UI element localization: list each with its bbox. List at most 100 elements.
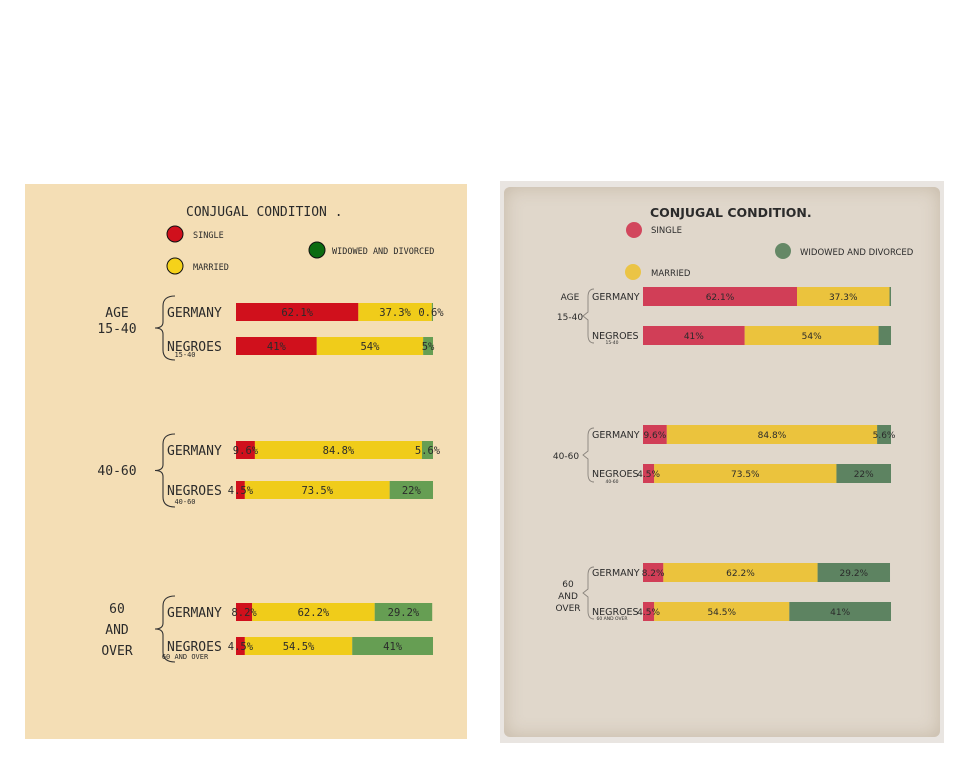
group-label-line: OVER bbox=[101, 644, 132, 659]
group-brace bbox=[582, 566, 595, 620]
group-label-line: AND bbox=[105, 623, 129, 638]
bar-single-label: 4.5% bbox=[637, 470, 660, 480]
row-label-negroes: NEGROES bbox=[167, 340, 222, 355]
group-label-line: AGE bbox=[561, 293, 580, 303]
bar-widowed bbox=[352, 637, 433, 655]
row-label-negroes: NEGROES bbox=[167, 484, 222, 499]
aged-paper-sheet: CONJUGAL CONDITION. SINGLE WIDOWED AND DIV… bbox=[504, 187, 940, 737]
bar-married bbox=[244, 637, 353, 655]
original-chart: CONJUGAL CONDITION. SINGLE WIDOWED AND DIV… bbox=[553, 205, 914, 622]
chart-title: CONJUGAL CONDITION . bbox=[186, 205, 343, 220]
group-brace bbox=[154, 595, 176, 663]
recreated-chart-panel: CONJUGAL CONDITION . SINGLE MARRIED WIDOWED… bbox=[25, 184, 467, 739]
bar-widowed-label: 5.6% bbox=[415, 445, 441, 457]
bar-married-label: 62.2% bbox=[726, 569, 755, 579]
bar-single-label: 4.5% bbox=[228, 485, 254, 497]
legend-single-label: SINGLE bbox=[193, 231, 224, 241]
legend-married-swatch bbox=[625, 264, 641, 280]
bar-single-label: 4.5% bbox=[637, 608, 660, 618]
bar-widowed-label: 29.2% bbox=[840, 569, 869, 579]
bar-married bbox=[797, 287, 890, 306]
bar-single-label: 41% bbox=[684, 332, 704, 342]
row-label-germany: GERMANY bbox=[167, 606, 222, 621]
bar-married-label: 54% bbox=[360, 341, 380, 353]
bar-single bbox=[236, 481, 245, 499]
group-sublabel: 60 AND OVER bbox=[162, 653, 209, 661]
bar-married-label: 37.3% bbox=[379, 307, 411, 319]
bar-widowed-label: 29.2% bbox=[388, 607, 420, 619]
group-label-line: 60 bbox=[562, 580, 574, 590]
bar-single bbox=[236, 303, 359, 321]
row-label-negroes: NEGROES bbox=[592, 607, 639, 618]
bar-married-label: 84.8% bbox=[758, 431, 787, 441]
legend-single-label: SINGLE bbox=[651, 226, 682, 236]
bar-widowed bbox=[817, 563, 891, 582]
row-label-germany: GERMANY bbox=[592, 292, 640, 303]
bar-married-label: 54.5% bbox=[283, 641, 315, 653]
legend-single-swatch bbox=[166, 225, 184, 243]
bar-single bbox=[643, 563, 664, 582]
row-label-germany: GERMANY bbox=[592, 430, 640, 441]
legend-widowed-swatch bbox=[775, 243, 791, 259]
bar-widowed-label: 5.6% bbox=[873, 431, 896, 441]
bar-married-label: 37.3% bbox=[829, 293, 858, 303]
bar-widowed bbox=[877, 425, 891, 444]
bar-widowed-label: 41% bbox=[830, 608, 850, 618]
legend-married-swatch bbox=[166, 257, 184, 275]
group-label-line: AGE bbox=[105, 306, 128, 321]
bar-single bbox=[236, 441, 255, 459]
bar-single-label: 8.2% bbox=[231, 607, 257, 619]
row-label-germany: GERMANY bbox=[167, 444, 222, 459]
legend-single-swatch bbox=[626, 222, 642, 238]
legend-widowed-label: WIDOWED AND DIVORCED bbox=[800, 248, 914, 258]
group-label-line: 40-60 bbox=[97, 464, 136, 479]
bar-married bbox=[654, 464, 837, 483]
bar-single bbox=[643, 326, 745, 345]
bar-single bbox=[236, 637, 245, 655]
bar-married-label: 54% bbox=[802, 332, 822, 342]
bar-widowed bbox=[889, 287, 891, 306]
bar-single bbox=[236, 337, 317, 355]
bar-married bbox=[358, 303, 432, 321]
group-label-line: OVER bbox=[555, 604, 580, 614]
bar-single-label: 62.1% bbox=[281, 307, 313, 319]
bar-widowed bbox=[878, 326, 891, 345]
bar-single bbox=[643, 464, 655, 483]
row-label-germany: GERMANY bbox=[592, 568, 640, 579]
bar-single-label: 9.6% bbox=[643, 431, 666, 441]
bar-widowed-label: 41% bbox=[383, 641, 403, 653]
group-sublabel: 40-60 bbox=[174, 498, 195, 506]
row-label-negroes: NEGROES bbox=[167, 640, 222, 655]
group-brace bbox=[582, 427, 595, 483]
bar-widowed bbox=[836, 464, 891, 483]
legend-married-label: MARRIED bbox=[193, 263, 229, 273]
bar-single bbox=[643, 425, 667, 444]
bar-married bbox=[244, 481, 390, 499]
bar-married bbox=[654, 602, 790, 621]
group-label-line: 60 bbox=[109, 602, 125, 617]
bar-widowed bbox=[374, 603, 433, 621]
legend-married-label: MARRIED bbox=[651, 269, 691, 279]
group-label-line: AND bbox=[558, 592, 578, 602]
group-sublabel: 40-60 bbox=[605, 479, 618, 485]
group-brace bbox=[582, 288, 595, 344]
recreated-chart: CONJUGAL CONDITION . SINGLE MARRIED WIDOWED… bbox=[97, 205, 444, 663]
bar-married bbox=[252, 603, 375, 621]
bar-single bbox=[236, 603, 253, 621]
bar-widowed bbox=[421, 441, 433, 459]
bar-married-label: 54.5% bbox=[707, 608, 736, 618]
group-label-line: 15-40 bbox=[557, 313, 583, 323]
group-label-line: 15-40 bbox=[97, 322, 136, 337]
bar-widowed bbox=[423, 337, 433, 355]
bar-widowed-label: 0.6% bbox=[418, 307, 444, 319]
bar-widowed bbox=[431, 303, 433, 321]
bar-single bbox=[643, 287, 798, 306]
group-sublabel: 15-40 bbox=[605, 340, 618, 346]
row-label-negroes: NEGROES bbox=[592, 331, 639, 342]
bar-married bbox=[316, 337, 424, 355]
bar-widowed bbox=[389, 481, 433, 499]
row-label-germany: GERMANY bbox=[167, 306, 222, 321]
bar-single-label: 62.1% bbox=[706, 293, 735, 303]
bar-married-label: 73.5% bbox=[301, 485, 333, 497]
group-label-line: 40-60 bbox=[553, 452, 579, 462]
